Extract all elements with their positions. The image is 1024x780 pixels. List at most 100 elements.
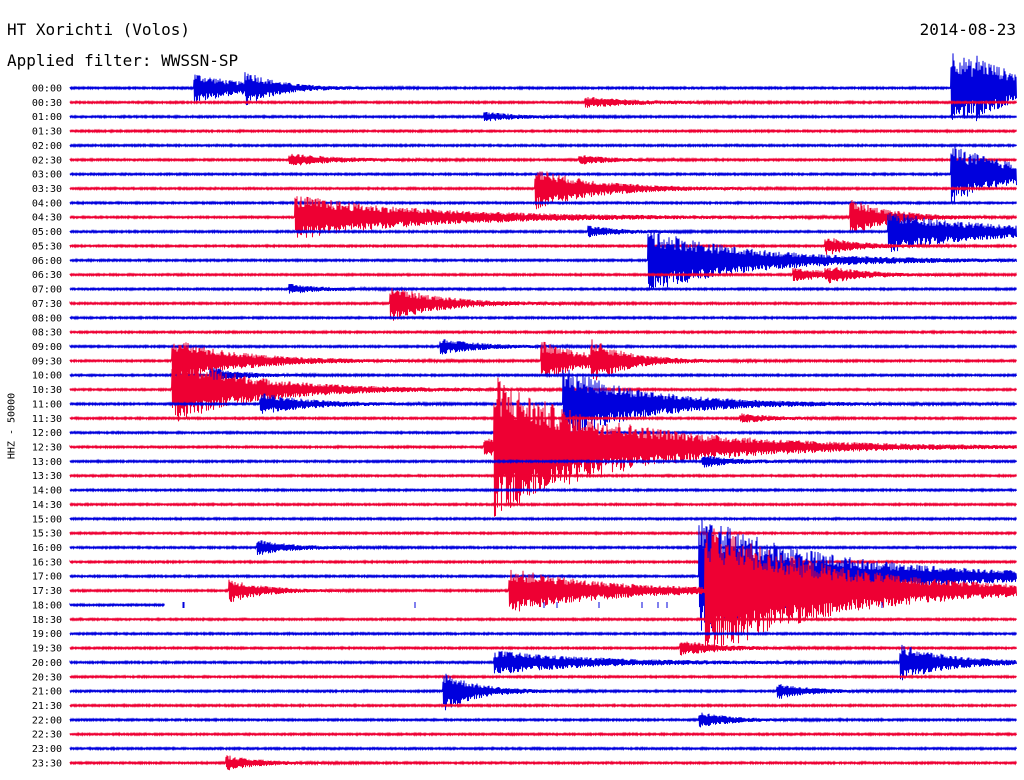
time-tick-label: 16:00 <box>32 543 62 554</box>
trace-line <box>69 702 1017 709</box>
trace-line <box>69 644 1017 681</box>
time-tick-label: 00:00 <box>32 84 62 95</box>
time-tick-label: 20:30 <box>32 672 62 683</box>
trace-line <box>69 329 1017 335</box>
trace-line <box>69 283 1017 294</box>
trace-line <box>69 755 1017 771</box>
trace-line <box>69 111 1017 122</box>
time-tick-label: 08:00 <box>32 313 62 324</box>
time-tick-label: 18:00 <box>32 600 62 611</box>
trace-line <box>69 339 1017 355</box>
time-tick-label: 06:00 <box>32 256 62 267</box>
trace-line <box>69 230 1017 290</box>
trace-line <box>69 97 1017 108</box>
time-tick-label: 17:00 <box>32 572 62 583</box>
trace-line <box>69 501 1017 508</box>
time-tick-label: 10:00 <box>32 371 62 382</box>
trace-line <box>69 357 1017 422</box>
trace-line <box>69 128 1017 134</box>
trace-line <box>69 674 1017 680</box>
trace-line <box>69 146 1017 203</box>
trace-line <box>69 540 1017 556</box>
trace-line <box>69 377 1017 517</box>
y-axis-label: HHZ - 50000 <box>6 392 18 460</box>
trace-line <box>69 602 883 608</box>
trace-line <box>69 153 1017 166</box>
time-tick-label: 14:30 <box>32 500 62 511</box>
time-tick-label: 02:00 <box>32 141 62 152</box>
time-tick-label: 16:30 <box>32 557 62 568</box>
time-tick-label: 07:30 <box>32 299 62 310</box>
trace-line <box>69 731 1017 737</box>
time-tick-label: 23:30 <box>32 758 62 769</box>
time-tick-label: 17:30 <box>32 586 62 597</box>
time-tick-label: 14:00 <box>32 486 62 497</box>
time-tick-label: 22:30 <box>32 730 62 741</box>
time-tick-label: 23:00 <box>32 744 62 755</box>
time-tick-labels: 00:00 00:30 01:00 01:30 02:00 02:30 03:00 03:30… <box>32 84 62 770</box>
time-tick-label: 02:30 <box>32 155 62 166</box>
trace-line <box>69 745 1017 752</box>
trace-line <box>69 630 1017 637</box>
date-label: 2014-08-23 <box>919 20 1016 39</box>
trace-line <box>69 315 1017 321</box>
time-tick-label: 15:00 <box>32 514 62 525</box>
trace-line <box>69 472 1017 479</box>
time-tick-label: 19:00 <box>32 629 62 640</box>
time-tick-label: 01:30 <box>32 127 62 138</box>
time-tick-label: 03:30 <box>32 184 62 195</box>
trace-line <box>69 616 1017 623</box>
trace-line <box>69 196 1017 238</box>
trace-line <box>69 712 1017 728</box>
time-tick-label: 19:30 <box>32 644 62 655</box>
time-tick-label: 05:30 <box>32 241 62 252</box>
trace-line <box>69 641 1017 656</box>
trace-line <box>69 456 1017 468</box>
trace-line <box>69 339 1017 382</box>
trace-line <box>69 213 1017 253</box>
time-tick-label: 11:30 <box>32 414 62 425</box>
trace-line <box>69 487 1017 493</box>
trace-line <box>69 673 1017 711</box>
time-tick-label: 13:00 <box>32 457 62 468</box>
time-tick-label: 12:00 <box>32 428 62 439</box>
trace-line <box>69 528 1017 653</box>
time-tick-label: 15:30 <box>32 529 62 540</box>
trace-line <box>69 171 1017 210</box>
trace-line <box>69 288 1017 321</box>
time-tick-label: 10:30 <box>32 385 62 396</box>
time-tick-label: 03:00 <box>32 170 62 181</box>
trace-line <box>69 53 1017 122</box>
time-tick-label: 05:00 <box>32 227 62 238</box>
time-tick-label: 04:30 <box>32 213 62 224</box>
trace-line <box>69 142 1017 149</box>
seismic-traces <box>69 53 1017 771</box>
time-tick-label: 04:00 <box>32 198 62 209</box>
time-tick-label: 18:30 <box>32 615 62 626</box>
time-tick-label: 08:30 <box>32 328 62 339</box>
time-tick-label: 01:00 <box>32 112 62 123</box>
trace-line <box>69 367 1017 383</box>
time-tick-label: 06:30 <box>32 270 62 281</box>
time-tick-label: 12:30 <box>32 443 62 454</box>
time-tick-label: 20:00 <box>32 658 62 669</box>
filter-subtitle: Applied filter: WWSSN-SP <box>7 51 239 70</box>
time-tick-label: 09:00 <box>32 342 62 353</box>
time-tick-label: 09:30 <box>32 356 62 367</box>
trace-line <box>69 200 1017 206</box>
trace-line <box>69 267 1017 284</box>
time-tick-label: 22:00 <box>32 715 62 726</box>
time-tick-label: 07:00 <box>32 285 62 296</box>
time-tick-label: 21:00 <box>32 687 62 698</box>
trace-line <box>69 369 1017 437</box>
time-tick-label: 11:00 <box>32 399 62 410</box>
station-title: HT Xorichti (Volos) <box>7 20 191 39</box>
trace-line <box>69 516 1017 522</box>
time-tick-label: 13:30 <box>32 471 62 482</box>
time-tick-label: 00:30 <box>32 98 62 109</box>
trace-line <box>69 559 1017 565</box>
trace-line <box>69 530 1017 536</box>
trace-line <box>69 238 1017 255</box>
time-tick-label: 21:30 <box>32 701 62 712</box>
